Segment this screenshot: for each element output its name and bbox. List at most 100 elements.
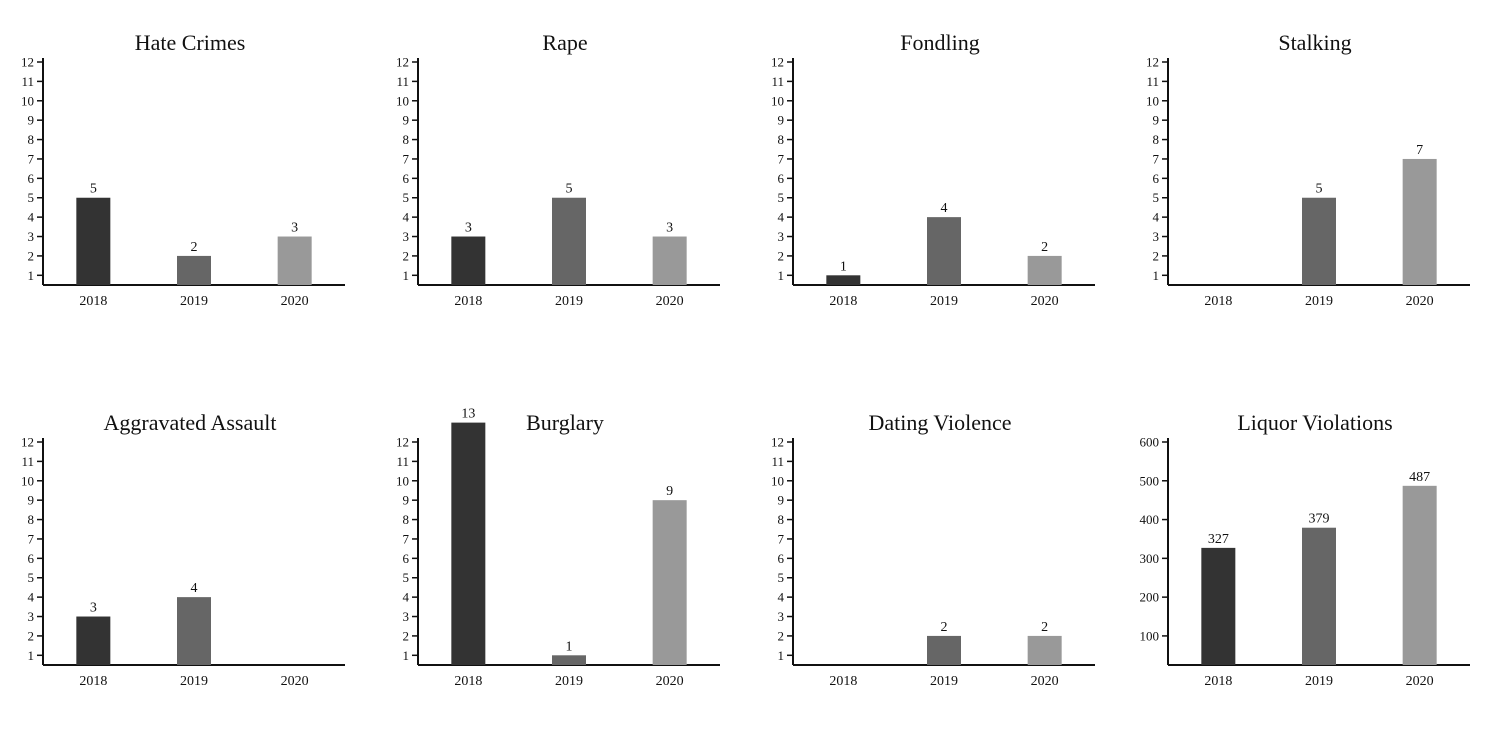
y-tick-label: 11 xyxy=(771,454,784,469)
y-tick-label: 1 xyxy=(403,648,410,663)
y-tick-label: 9 xyxy=(1153,113,1160,128)
value-label: 487 xyxy=(1409,470,1430,485)
y-tick-label: 10 xyxy=(396,93,409,108)
x-tick-label: 2018 xyxy=(79,674,107,689)
x-tick-label: 2020 xyxy=(656,294,684,309)
value-label: 379 xyxy=(1309,512,1330,527)
x-tick-label: 2019 xyxy=(555,674,583,689)
x-tick-label: 2018 xyxy=(1204,674,1232,689)
bar xyxy=(927,217,961,285)
value-label: 2 xyxy=(941,620,948,635)
value-label: 5 xyxy=(90,182,97,197)
y-tick-label: 9 xyxy=(28,113,35,128)
y-tick-label: 9 xyxy=(778,493,785,508)
y-tick-label: 4 xyxy=(28,210,35,225)
x-tick-label: 2019 xyxy=(930,294,958,309)
y-tick-label: 4 xyxy=(28,590,35,605)
bar xyxy=(652,236,687,285)
y-tick-label: 12 xyxy=(21,435,34,450)
y-tick-label: 3 xyxy=(1153,229,1160,244)
bar xyxy=(552,655,586,665)
y-tick-label: 8 xyxy=(28,512,35,527)
value-label: 5 xyxy=(566,182,573,197)
value-label: 1 xyxy=(840,259,847,274)
value-label: 13 xyxy=(461,407,475,422)
y-tick-label: 2 xyxy=(28,248,35,263)
bar xyxy=(1402,158,1437,285)
bar xyxy=(76,616,111,665)
value-label: 5 xyxy=(1316,182,1323,197)
chart-title: Liquor Violations xyxy=(1237,410,1392,435)
y-tick-label: 3 xyxy=(403,609,410,624)
bar xyxy=(652,500,687,665)
x-tick-label: 2019 xyxy=(555,294,583,309)
bar xyxy=(927,635,961,665)
y-tick-label: 7 xyxy=(1153,151,1160,166)
chart-panel: Liquor Violations 100 200 300 400 500 600 2018 3… xyxy=(1140,410,1470,689)
y-tick-label: 7 xyxy=(28,531,35,546)
chart-title: Stalking xyxy=(1278,30,1351,55)
y-tick-label: 1 xyxy=(28,648,35,663)
y-tick-label: 7 xyxy=(28,151,35,166)
value-label: 9 xyxy=(666,484,673,499)
x-tick-label: 2018 xyxy=(454,294,482,309)
chart-title: Hate Crimes xyxy=(135,30,246,55)
bar xyxy=(277,236,312,285)
bar xyxy=(1402,485,1437,665)
y-tick-label: 12 xyxy=(396,435,409,450)
y-tick-label: 1 xyxy=(778,648,785,663)
value-label: 327 xyxy=(1208,532,1229,547)
y-tick-label: 11 xyxy=(21,454,34,469)
y-tick-label: 6 xyxy=(778,551,785,566)
x-tick-label: 2019 xyxy=(1305,674,1333,689)
y-tick-label: 4 xyxy=(778,210,785,225)
chart-title: Burglary xyxy=(526,410,604,435)
y-tick-label: 12 xyxy=(1146,55,1159,70)
y-tick-label: 9 xyxy=(403,113,410,128)
y-tick-label: 8 xyxy=(1153,132,1160,147)
y-tick-label: 300 xyxy=(1140,551,1160,566)
x-tick-label: 2020 xyxy=(281,294,309,309)
y-tick-label: 12 xyxy=(396,55,409,70)
y-tick-label: 5 xyxy=(778,570,785,585)
bar xyxy=(1302,527,1336,665)
value-label: 2 xyxy=(1041,240,1048,255)
chart-panel: Aggravated Assault1234567891011122018320… xyxy=(21,410,345,689)
chart-panel: Hate Crimes12345678910111220185201922020… xyxy=(21,30,345,309)
value-label: 3 xyxy=(90,601,97,616)
x-tick-label: 2019 xyxy=(1305,294,1333,309)
y-tick-label: 8 xyxy=(403,132,410,147)
bar xyxy=(826,275,861,285)
y-tick-label: 1 xyxy=(778,268,785,283)
y-tick-label: 2 xyxy=(778,248,785,263)
x-tick-label: 2020 xyxy=(1031,294,1059,309)
x-tick-label: 2018 xyxy=(454,674,482,689)
bar xyxy=(451,422,486,665)
x-tick-label: 2020 xyxy=(1406,674,1434,689)
y-tick-label: 1 xyxy=(28,268,35,283)
x-tick-label: 2020 xyxy=(1406,294,1434,309)
value-label: 7 xyxy=(1416,143,1423,158)
bar xyxy=(177,597,211,665)
y-tick-label: 10 xyxy=(771,93,784,108)
y-tick-label: 6 xyxy=(28,171,35,186)
y-tick-label: 1 xyxy=(1153,268,1160,283)
y-tick-label: 2 xyxy=(778,628,785,643)
y-tick-label: 11 xyxy=(1146,74,1159,89)
y-tick-label: 10 xyxy=(1146,93,1159,108)
value-label: 3 xyxy=(465,221,472,236)
y-tick-label: 5 xyxy=(1153,190,1160,205)
bar xyxy=(76,197,111,285)
y-tick-label: 2 xyxy=(1153,248,1160,263)
y-tick-label: 2 xyxy=(403,628,410,643)
y-tick-label: 11 xyxy=(396,74,409,89)
y-tick-label: 6 xyxy=(403,171,410,186)
y-tick-label: 400 xyxy=(1140,512,1160,527)
x-tick-label: 2018 xyxy=(829,674,857,689)
y-tick-label: 11 xyxy=(21,74,34,89)
x-tick-label: 2020 xyxy=(1031,674,1059,689)
y-tick-label: 6 xyxy=(1153,171,1160,186)
